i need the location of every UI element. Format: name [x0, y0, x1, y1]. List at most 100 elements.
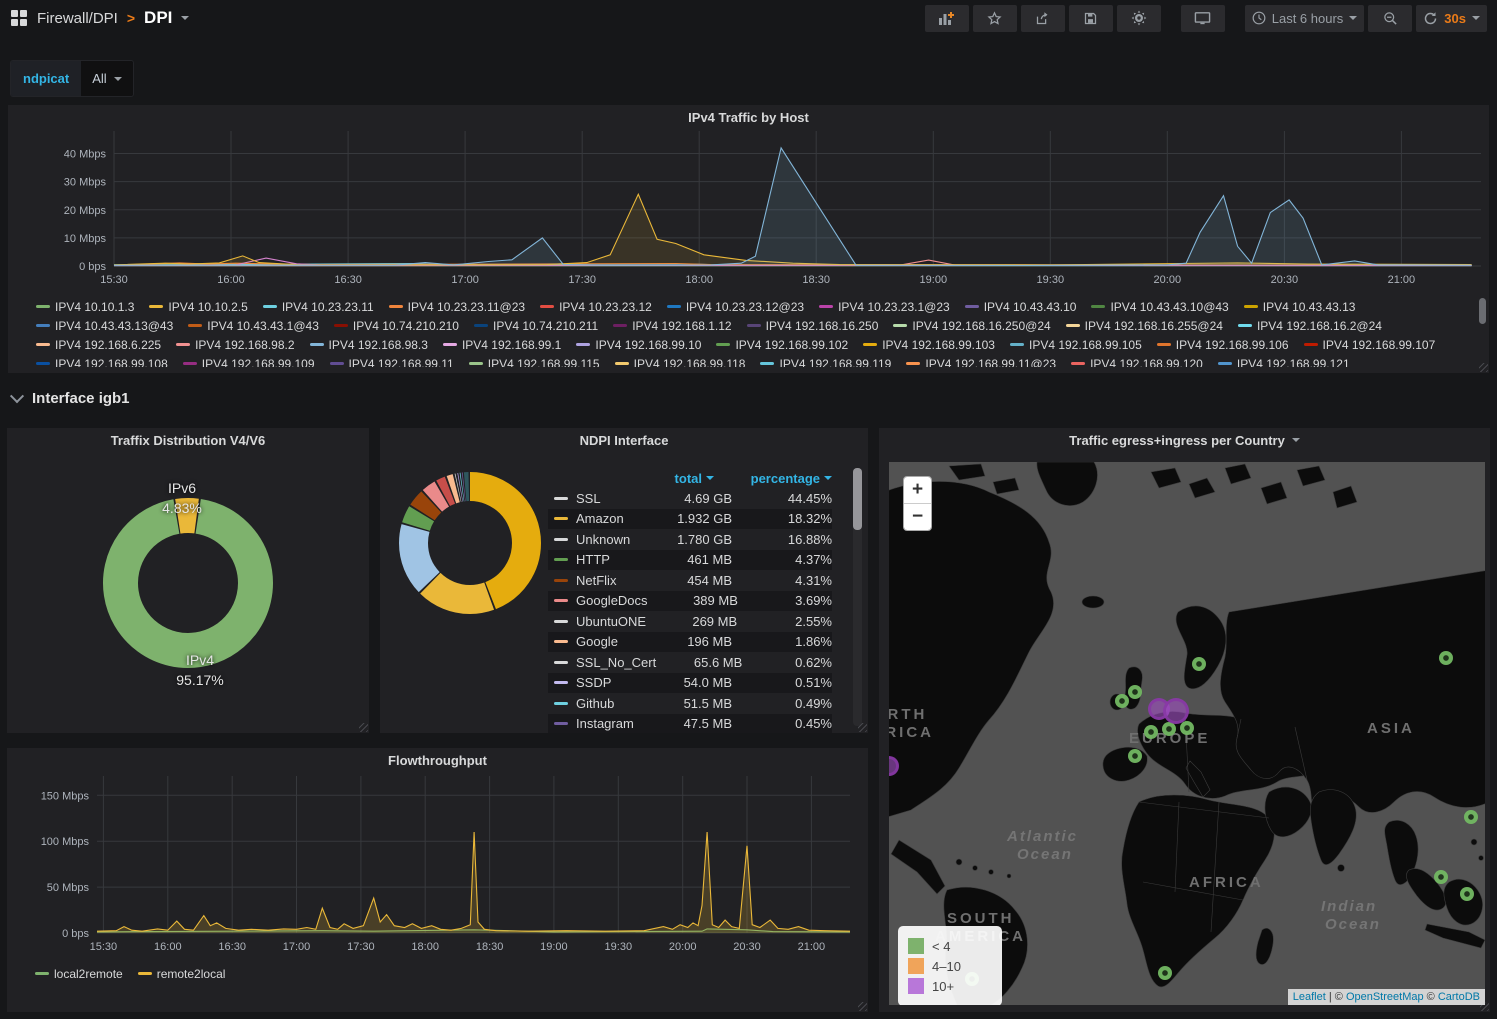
map-marker-green[interactable]	[1128, 749, 1142, 763]
time-range-picker[interactable]: Last 6 hours	[1244, 4, 1365, 32]
legend-item[interactable]: IPV4 192.168.99.106	[1156, 335, 1289, 354]
ndpi-donut-chart[interactable]	[397, 470, 543, 616]
ndpi-table-row[interactable]: SSDP 54.0 MB 0.51%	[548, 672, 832, 693]
legend-item[interactable]: IPV4 192.168.16.255@24	[1065, 316, 1223, 335]
ndpi-table-row[interactable]: Amazon 1.932 GB 18.32%	[548, 508, 832, 529]
share-dashboard-button[interactable]	[1020, 4, 1065, 32]
ndpi-table-row[interactable]: SSL_No_Cert 65.6 MB 0.62%	[548, 652, 832, 673]
zoom-out-time-button[interactable]	[1368, 4, 1413, 32]
panel-title-flowthroughput[interactable]: Flowthroughput	[388, 752, 487, 768]
legend-item[interactable]: IPV4 10.10.2.5	[149, 297, 248, 316]
ndpi-table-row[interactable]: GoogleDocs 389 MB 3.69%	[548, 590, 832, 611]
ndpi-table-row[interactable]: NetFlix 454 MB 4.31%	[548, 570, 832, 591]
v4v6-donut-chart[interactable]	[101, 496, 275, 670]
legend-item[interactable]: IPV4 192.168.99.10	[576, 335, 701, 354]
legend-item[interactable]: IPV4 10.23.23.12@23	[666, 297, 804, 316]
ndpi-table-row[interactable]: Instagram 47.5 MB 0.45%	[548, 713, 832, 733]
leaflet-link[interactable]: Leaflet	[1292, 991, 1326, 1003]
legend-item[interactable]: remote2local	[137, 964, 225, 983]
map-marker-green[interactable]	[1158, 966, 1172, 980]
breadcrumb-dashboard-title[interactable]: DPI	[144, 8, 173, 27]
map-marker-green[interactable]	[1192, 657, 1206, 671]
legend-item[interactable]: IPV4 192.168.99.102	[716, 335, 848, 354]
map-marker-green[interactable]	[1162, 722, 1176, 736]
legend-item[interactable]: IPV4 10.43.43.10@43	[1091, 297, 1229, 316]
ndpi-table-row[interactable]: UbuntuONE 269 MB 2.55%	[548, 611, 832, 632]
legend-item[interactable]: IPV4 192.168.99.120	[1071, 354, 1203, 367]
ndpi-table-scrollbar[interactable]	[853, 468, 862, 726]
legend-item[interactable]: IPV4 192.168.99.105	[1009, 335, 1142, 354]
ndpi-table-row[interactable]: Google 196 MB 1.86%	[548, 631, 832, 652]
panel-title-ndpi[interactable]: NDPI Interface	[579, 432, 669, 448]
legend-item[interactable]: IPV4 192.168.16.2@24	[1237, 316, 1382, 335]
map-marker-green[interactable]	[1180, 721, 1194, 735]
map-marker-green[interactable]	[1464, 810, 1478, 824]
legend-item[interactable]: IPV4 192.168.16.250@24	[893, 316, 1051, 335]
cycle-view-mode-button[interactable]	[1180, 4, 1225, 32]
world-map[interactable]: NORTHAMERICAEUROPEASIAAFRICASOUTHAMERICA…	[889, 462, 1485, 1005]
map-marker-green[interactable]	[1115, 694, 1129, 708]
legend-item[interactable]: IPV4 192.168.99.108	[36, 354, 168, 367]
legend-item[interactable]: IPV4 192.168.99.107	[1303, 335, 1435, 354]
legend-item[interactable]: IPV4 192.168.99.118	[614, 354, 745, 367]
legend-item[interactable]: IPV4 192.168.99.121	[1217, 354, 1350, 367]
legend-item[interactable]: IPV4 10.10.1.3	[36, 297, 134, 316]
legend-item[interactable]: IPV4 10.43.43.1@43	[188, 316, 319, 335]
map-marker-green[interactable]	[1128, 685, 1142, 699]
map-marker-cluster-purple[interactable]	[1163, 698, 1189, 724]
variable-value-dropdown[interactable]: All	[81, 61, 133, 96]
legend-item[interactable]: IPV4 192.168.99.1	[442, 335, 561, 354]
legend-item[interactable]: IPV4 192.168.6.225	[36, 335, 161, 354]
legend-item[interactable]: IPV4 10.23.23.1@23	[819, 297, 950, 316]
legend-item[interactable]: IPV4 192.168.99.109	[182, 354, 315, 367]
add-panel-button[interactable]	[924, 4, 969, 32]
map-marker-green[interactable]	[1439, 651, 1453, 665]
map-marker-green[interactable]	[1144, 725, 1158, 739]
legend-item[interactable]: IPV4 192.168.1.12	[613, 316, 732, 335]
legend-item[interactable]: IPV4 192.168.99.11	[329, 354, 454, 367]
panel-title-ipv4-traffic[interactable]: IPv4 Traffic by Host	[688, 109, 809, 125]
panel-title-map[interactable]: Traffic egress+ingress per Country	[879, 428, 1490, 452]
dashboard-settings-button[interactable]	[1116, 4, 1161, 32]
ndpi-table-row[interactable]: HTTP 461 MB 4.37%	[548, 549, 832, 570]
legend-item[interactable]: IPV4 192.168.99.115	[468, 354, 600, 367]
ipv4-traffic-chart[interactable]: 15:30 16:00 16:30 17:00 17:30 18:00 18:30 19:00…	[10, 125, 1487, 295]
panel-title-v4v6[interactable]: Traffix Distribution V4/V6	[110, 432, 266, 448]
legend-scrollbar[interactable]	[1479, 297, 1486, 367]
legend-item[interactable]: IPV4 10.43.43.13	[1243, 297, 1355, 316]
star-dashboard-button[interactable]	[972, 4, 1017, 32]
cartodb-link[interactable]: CartoDB	[1437, 991, 1480, 1003]
openstreetmap-link[interactable]: OpenStreetMap	[1345, 991, 1424, 1003]
legend-item[interactable]: IPV4 192.168.98.3	[309, 335, 428, 354]
legend-item[interactable]: IPV4 192.168.99.103	[863, 335, 995, 354]
dashboard-grid-icon[interactable]	[10, 9, 28, 27]
flowthroughput-chart[interactable]: 15:30 16:00 16:30 17:00 17:30 18:00 18:30 19:00…	[11, 772, 864, 962]
sort-percentage-header[interactable]: percentage	[724, 471, 832, 486]
ndpi-table-row[interactable]: Unknown 1.780 GB 16.88%	[548, 529, 832, 550]
map-marker-green[interactable]	[1434, 870, 1448, 884]
legend-item[interactable]: IPV4 10.23.23.11@23	[388, 297, 525, 316]
legend-item[interactable]: IPV4 10.23.23.12	[540, 297, 652, 316]
ndpi-table-row[interactable]: SSL 4.69 GB 44.45%	[548, 488, 832, 509]
sort-total-header[interactable]: total	[614, 471, 714, 486]
legend-item[interactable]: IPV4 10.23.23.11	[262, 297, 374, 316]
map-zoom-out-button[interactable]: −	[904, 503, 931, 530]
breadcrumb-folder[interactable]: Firewall/DPI	[37, 9, 118, 27]
legend-item[interactable]: IPV4 10.74.210.210	[333, 316, 459, 335]
row-header-interface-igb1[interactable]: Interface igb1	[9, 388, 130, 407]
ndpi-table-row[interactable]: Github 51.5 MB 0.49%	[548, 693, 832, 714]
legend-item[interactable]: local2remote	[35, 964, 123, 983]
refresh-picker[interactable]: 30s	[1416, 4, 1487, 32]
map-zoom-in-button[interactable]: +	[904, 477, 931, 503]
legend-item[interactable]: IPV4 192.168.99.119	[760, 354, 891, 367]
map-marker-green[interactable]	[1460, 887, 1474, 901]
legend-item[interactable]: IPV4 192.168.98.2	[176, 335, 295, 354]
save-dashboard-button[interactable]	[1068, 4, 1113, 32]
legend-item[interactable]: IPV4 10.74.210.211	[473, 316, 598, 335]
legend-item[interactable]: IPV4 10.43.43.10	[964, 297, 1076, 316]
map-marker-cluster-purple[interactable]	[889, 756, 899, 776]
dashboard-title-caret-icon[interactable]	[181, 16, 190, 24]
legend-item[interactable]: IPV4 192.168.16.250	[746, 316, 878, 335]
legend-item[interactable]: IPV4 192.168.99.11@23	[906, 354, 1056, 367]
legend-item[interactable]: IPV4 10.43.43.13@43	[36, 316, 173, 335]
